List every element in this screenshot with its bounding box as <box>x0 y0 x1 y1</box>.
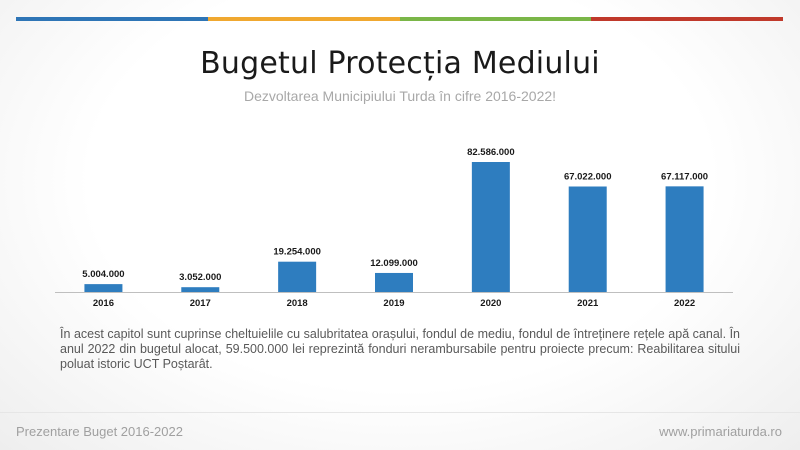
bar-2017 <box>181 287 220 292</box>
tick-label-2020: 2020 <box>480 298 501 309</box>
tick-label-2022: 2022 <box>674 298 695 309</box>
stripe-orange <box>207 17 400 21</box>
page-title: Bugetul Protecția Mediului <box>200 46 600 81</box>
bar-2020 <box>471 162 510 292</box>
bar-2021 <box>568 186 607 292</box>
data-label-2019: 12.099.000 <box>370 258 418 269</box>
data-label-2017: 3.052.000 <box>179 272 221 283</box>
footer-divider <box>0 412 800 413</box>
budget-bar-chart: 5.004.000 2016 3.052.000 2017 19.254.000 2018… <box>55 147 733 309</box>
stripe-red <box>591 17 783 21</box>
data-label-2018: 19.254.000 <box>273 247 321 258</box>
page-subtitle: Dezvoltarea Municipiului Turda în cifre … <box>243 88 557 104</box>
data-label-2021: 67.022.000 <box>564 171 612 182</box>
data-label-2022: 67.117.000 <box>661 171 708 182</box>
tick-label-2021: 2021 <box>577 298 599 309</box>
tick-label-2016: 2016 <box>93 298 114 309</box>
stripe-green <box>399 17 592 21</box>
tick-label-2019: 2019 <box>383 298 404 309</box>
data-label-2016: 5.004.000 <box>82 269 124 280</box>
description-text: În acest capitol sunt cuprinse cheltuiel… <box>60 327 740 371</box>
footer-website-link[interactable]: www.primariaturda.ro <box>659 424 782 439</box>
bar-2016 <box>84 284 123 292</box>
header-color-stripe <box>16 17 783 21</box>
bar-2019 <box>375 272 413 292</box>
bar-2018 <box>278 261 317 292</box>
footer-presentation-label: Prezentare Buget 2016-2022 <box>16 424 183 439</box>
stripe-blue <box>16 17 208 21</box>
data-label-2020: 82.586.000 <box>467 147 515 158</box>
tick-label-2018: 2018 <box>287 298 308 309</box>
tick-label-2017: 2017 <box>190 298 211 309</box>
bar-2022 <box>665 186 704 292</box>
